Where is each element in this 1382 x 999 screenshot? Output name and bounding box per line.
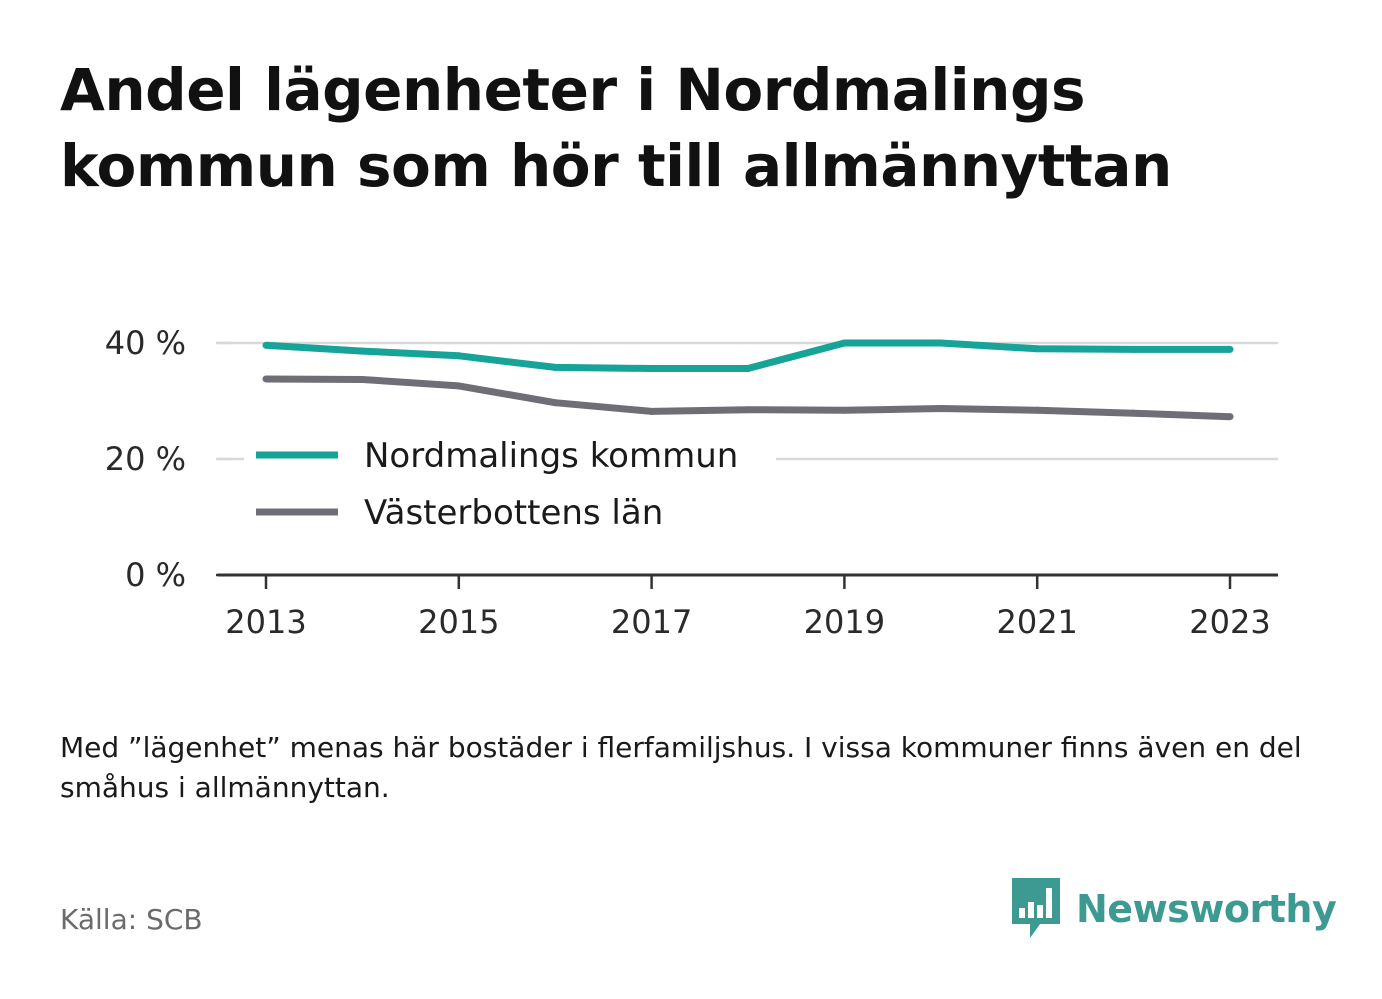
x-tick-label: 2013 — [225, 603, 306, 641]
source-label: Källa: SCB — [60, 903, 203, 936]
y-tick-label: 0 % — [125, 556, 186, 594]
data-point — [937, 405, 945, 413]
newsworthy-logo-icon — [1012, 878, 1060, 938]
data-point — [1033, 406, 1041, 414]
data-point — [744, 406, 752, 414]
x-tick-label: 2017 — [611, 603, 692, 641]
data-point — [455, 382, 463, 390]
data-point — [262, 341, 270, 349]
data-point — [744, 365, 752, 373]
legend-label: Västerbottens län — [364, 493, 663, 533]
data-point — [840, 339, 848, 347]
series-layer — [262, 339, 1234, 421]
x-axis: 2013 2015 2017 2019 2021 2023 — [218, 573, 1278, 641]
data-point — [648, 365, 656, 373]
legend: Nordmalings kommun Västerbottens län — [244, 427, 776, 536]
y-tick-label: 20 % — [105, 440, 186, 478]
legend-label: Nordmalings kommun — [364, 436, 738, 476]
data-point — [648, 407, 656, 415]
data-point — [358, 347, 366, 355]
data-point — [358, 376, 366, 384]
brand-name: Newsworthy — [1076, 887, 1337, 931]
data-point — [937, 339, 945, 347]
x-tick-label: 2021 — [996, 603, 1077, 641]
data-point — [551, 399, 559, 407]
x-tick-label: 2023 — [1189, 603, 1270, 641]
series-line — [265, 339, 1230, 372]
data-point — [455, 352, 463, 360]
data-point — [1226, 345, 1234, 353]
x-tick-label: 2019 — [804, 603, 885, 641]
y-tick-label: 40 % — [105, 324, 186, 362]
newsworthy-brand[interactable]: Newsworthy — [1010, 878, 1337, 940]
data-point — [262, 375, 270, 383]
x-tick-label: 2015 — [418, 603, 499, 641]
line-chart: Nordmalings kommun Västerbottens län 2013… — [105, 324, 1278, 641]
data-point — [551, 363, 559, 371]
data-point — [840, 406, 848, 414]
data-point — [1033, 345, 1041, 353]
data-point — [1226, 413, 1234, 421]
data-point — [1130, 409, 1138, 417]
y-axis: 0 % 20 % 40 % — [105, 324, 232, 594]
data-point — [1130, 345, 1138, 353]
chart-title: Andel lägenheter i Nordmalings kommun so… — [60, 56, 1172, 200]
footnote: Med ”lägenhet” menas här bostäder i fler… — [60, 731, 1302, 804]
